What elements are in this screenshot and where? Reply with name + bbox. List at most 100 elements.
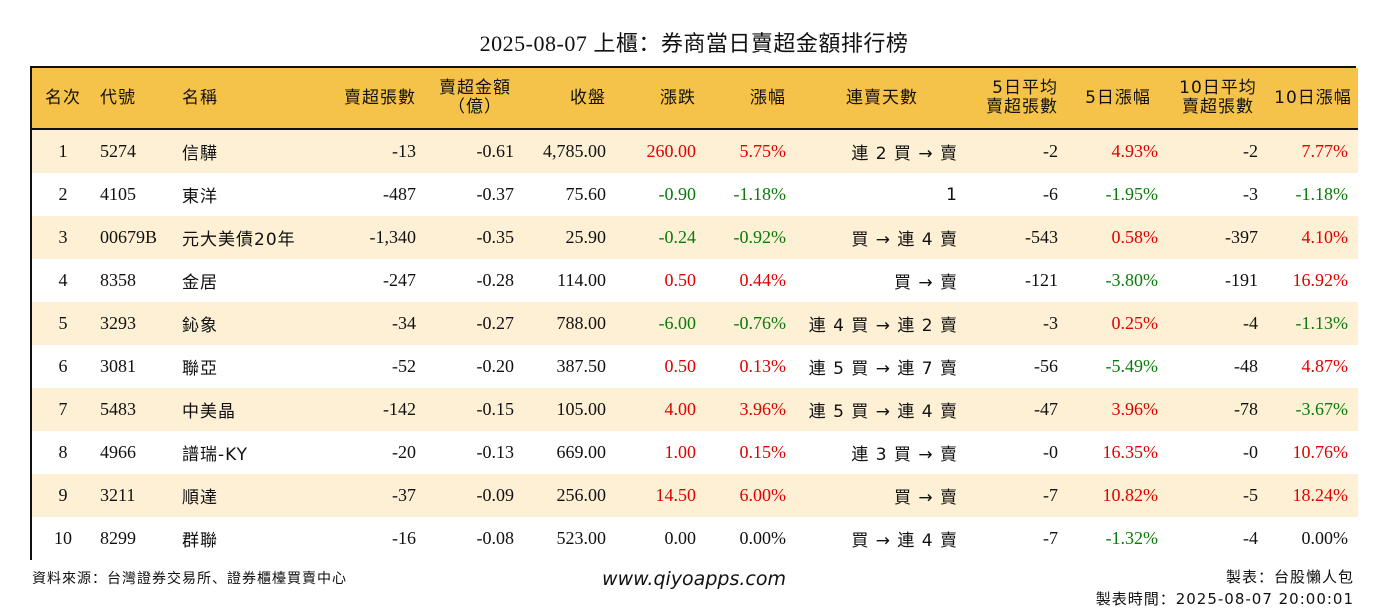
net-sell-amount-cell: -0.61 — [426, 129, 524, 173]
net-sell-lots-cell: -34 — [304, 302, 426, 345]
chg10-cell: 4.10% — [1268, 216, 1358, 259]
change-cell: 0.50 — [616, 259, 706, 302]
net-sell-lots-cell: -487 — [304, 173, 426, 216]
ranking-table-container: 名次 代號 名稱 賣超張數 賣超金額 （億） 收盤 漲跌 漲幅 連賣天數 5日平… — [30, 66, 1358, 560]
chg10-cell: -1.13% — [1268, 302, 1358, 345]
chg10-cell: 7.77% — [1268, 129, 1358, 173]
table-row: 10 8299 群聯 -16 -0.08 523.00 0.00 0.00% 買 → 連 4 賣… — [32, 517, 1358, 560]
close-cell: 523.00 — [524, 517, 616, 560]
change-cell: -0.24 — [616, 216, 706, 259]
avg5-cell: -543 — [968, 216, 1068, 259]
table-row: 8 4966 譜瑞-KY -20 -0.13 669.00 1.00 0.15% 連 3 買 →… — [32, 431, 1358, 474]
change-pct-cell: 3.96% — [706, 388, 796, 431]
streak-cell: 連 3 買 → 賣 — [796, 431, 968, 474]
table-row: 5 3293 鈊象 -34 -0.27 788.00 -6.00 -0.76% 連 4 買 → … — [32, 302, 1358, 345]
streak-cell: 買 → 賣 — [796, 474, 968, 517]
name-cell: 中美晶 — [176, 388, 304, 431]
rank-cell: 5 — [32, 302, 94, 345]
code-cell: 8299 — [94, 517, 176, 560]
table-row: 9 3211 順達 -37 -0.09 256.00 14.50 6.00% 買 → 賣 -7 10… — [32, 474, 1358, 517]
name-cell: 聯亞 — [176, 345, 304, 388]
page-title: 2025-08-07 上櫃：券商當日賣超金額排行榜 — [479, 31, 909, 56]
chg5-cell: -5.49% — [1068, 345, 1168, 388]
table-row: 1 5274 信驊 -13 -0.61 4,785.00 260.00 5.75% 連 2 買 … — [32, 129, 1358, 173]
website-link[interactable]: www.qiyoapps.com — [602, 568, 786, 590]
net-sell-lots-cell: -1,340 — [304, 216, 426, 259]
net-sell-amount-cell: -0.09 — [426, 474, 524, 517]
avg10-cell: -48 — [1168, 345, 1268, 388]
chg10-cell: -1.18% — [1268, 173, 1358, 216]
header-net-sell-amount-line1: 賣超金額 — [439, 78, 511, 98]
header-change: 漲跌 — [616, 68, 706, 130]
name-cell: 元大美債20年 — [176, 216, 304, 259]
change-cell: -6.00 — [616, 302, 706, 345]
chg5-cell: -1.32% — [1068, 517, 1168, 560]
net-sell-lots-cell: -52 — [304, 345, 426, 388]
change-pct-cell: -1.18% — [706, 173, 796, 216]
net-sell-lots-cell: -142 — [304, 388, 426, 431]
change-pct-cell: -0.92% — [706, 216, 796, 259]
code-cell: 00679B — [94, 216, 176, 259]
chg10-cell: 4.87% — [1268, 345, 1358, 388]
header-change-pct: 漲幅 — [706, 68, 796, 130]
net-sell-amount-cell: -0.27 — [426, 302, 524, 345]
code-cell: 5483 — [94, 388, 176, 431]
header-chg10: 10日漲幅 — [1268, 68, 1358, 130]
code-cell: 5274 — [94, 129, 176, 173]
header-avg10-line2: 賣超張數 — [1182, 97, 1254, 117]
ranking-table: 名次 代號 名稱 賣超張數 賣超金額 （億） 收盤 漲跌 漲幅 連賣天數 5日平… — [32, 68, 1358, 560]
close-cell: 25.90 — [524, 216, 616, 259]
change-cell: -0.90 — [616, 173, 706, 216]
change-pct-cell: 0.13% — [706, 345, 796, 388]
change-pct-cell: 0.44% — [706, 259, 796, 302]
name-cell: 金居 — [176, 259, 304, 302]
close-cell: 788.00 — [524, 302, 616, 345]
net-sell-amount-cell: -0.13 — [426, 431, 524, 474]
header-code: 代號 — [94, 68, 176, 130]
footer-credits: 製表：台股懶人包 製表時間：2025-08-07 20:00:01 — [1096, 566, 1354, 610]
header-net-sell-amount-line2: （億） — [448, 97, 502, 117]
net-sell-lots-cell: -13 — [304, 129, 426, 173]
change-pct-cell: 0.00% — [706, 517, 796, 560]
avg5-cell: -6 — [968, 173, 1068, 216]
avg10-cell: -5 — [1168, 474, 1268, 517]
author-label: 製表：台股懶人包 — [1225, 568, 1354, 586]
name-cell: 順達 — [176, 474, 304, 517]
rank-cell: 8 — [32, 431, 94, 474]
rank-cell: 1 — [32, 129, 94, 173]
header-net-sell-amount: 賣超金額 （億） — [426, 68, 524, 130]
header-name: 名稱 — [176, 68, 304, 130]
table-row: 7 5483 中美晶 -142 -0.15 105.00 4.00 3.96% 連 5 買 → … — [32, 388, 1358, 431]
header-close: 收盤 — [524, 68, 616, 130]
change-cell: 0.00 — [616, 517, 706, 560]
name-cell: 群聯 — [176, 517, 304, 560]
avg10-cell: -191 — [1168, 259, 1268, 302]
avg5-cell: -7 — [968, 474, 1068, 517]
avg5-cell: -2 — [968, 129, 1068, 173]
change-pct-cell: 0.15% — [706, 431, 796, 474]
code-cell: 3081 — [94, 345, 176, 388]
rank-cell: 7 — [32, 388, 94, 431]
code-cell: 3211 — [94, 474, 176, 517]
avg10-cell: -4 — [1168, 302, 1268, 345]
streak-cell: 買 → 連 4 賣 — [796, 216, 968, 259]
streak-cell: 連 4 買 → 連 2 賣 — [796, 302, 968, 345]
code-cell: 3293 — [94, 302, 176, 345]
header-net-sell-lots: 賣超張數 — [304, 68, 426, 130]
close-cell: 256.00 — [524, 474, 616, 517]
table-body: 1 5274 信驊 -13 -0.61 4,785.00 260.00 5.75% 連 2 買 … — [32, 129, 1358, 560]
code-cell: 8358 — [94, 259, 176, 302]
chg5-cell: 16.35% — [1068, 431, 1168, 474]
change-cell: 1.00 — [616, 431, 706, 474]
change-cell: 4.00 — [616, 388, 706, 431]
avg10-cell: -4 — [1168, 517, 1268, 560]
streak-cell: 買 → 賣 — [796, 259, 968, 302]
change-pct-cell: 5.75% — [706, 129, 796, 173]
rank-cell: 10 — [32, 517, 94, 560]
streak-cell: 連 5 買 → 連 4 賣 — [796, 388, 968, 431]
net-sell-amount-cell: -0.35 — [426, 216, 524, 259]
change-cell: 14.50 — [616, 474, 706, 517]
avg5-cell: -56 — [968, 345, 1068, 388]
table-header-row: 名次 代號 名稱 賣超張數 賣超金額 （億） 收盤 漲跌 漲幅 連賣天數 5日平… — [32, 68, 1358, 130]
close-cell: 114.00 — [524, 259, 616, 302]
